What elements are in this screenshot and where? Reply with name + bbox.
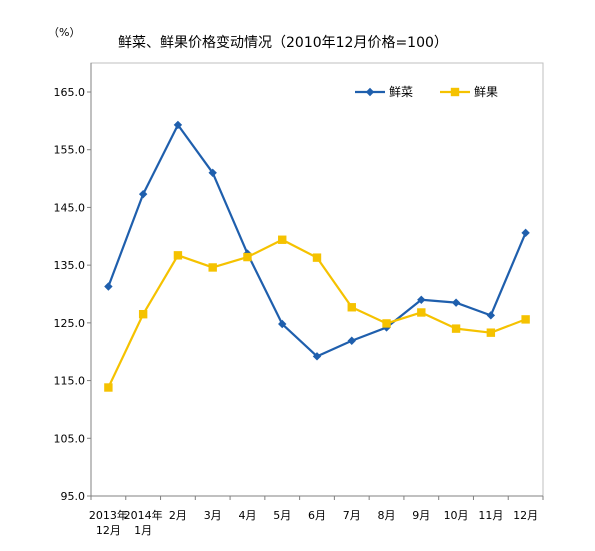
y-tick-label: 135.0 [54,259,86,272]
series-1 [104,120,530,361]
series-layer [104,120,530,392]
data-point [417,295,426,304]
x-tick-label: 9月 [412,509,430,522]
legend-item: 鲜菜 [355,85,413,99]
data-point [486,328,496,337]
y-tick-label: 165.0 [54,86,86,99]
data-point [208,168,217,177]
legend-label: 鲜菜 [389,85,413,99]
data-point [138,189,148,199]
y-tick-label: 115.0 [54,375,86,388]
data-point [451,324,461,333]
x-tick-label: 5月 [273,509,291,522]
legend-marker [365,87,375,97]
x-tick-label: 2014年 1月 [124,508,163,537]
x-tick-label: 2013年 12月 [89,508,128,537]
x-tick-label: 11月 [478,509,503,522]
y-tick-label: 95.0 [61,490,86,503]
series-line [107,238,527,388]
y-tick-label: 125.0 [54,317,86,330]
data-point [173,120,183,130]
legend-item: 鲜果 [440,85,498,99]
data-point [208,263,217,272]
data-point [312,352,322,361]
legend-label: 鲜果 [474,85,498,99]
x-tick-label: 2月 [169,509,187,522]
y-tick-label: 145.0 [54,201,86,214]
x-tick-label: 4月 [238,509,256,522]
x-tick-label: 6月 [308,509,326,522]
data-point [347,303,356,312]
data-point [486,311,496,320]
data-point [104,282,113,291]
data-point [278,235,287,244]
data-point [521,228,530,238]
data-point [347,336,356,345]
x-tick-label: 12月 [513,509,538,522]
unit-label: （%） [48,26,80,39]
y-tick-label: 105.0 [54,432,86,445]
x-tick-label: 7月 [343,509,361,522]
data-point [138,310,148,319]
x-tick-label: 8月 [378,509,396,522]
y-tick-label: 155.0 [54,144,86,157]
series-line [107,123,527,358]
series-2 [104,235,530,392]
x-tick-label: 3月 [204,509,222,522]
data-point [173,251,183,260]
data-point [104,383,113,392]
axes [90,62,544,497]
data-point [451,298,461,307]
data-point [521,315,530,324]
legend: 鲜菜 鲜果 [355,85,498,99]
data-point [312,253,322,262]
y-tick-labels: 165.0 155.0 145.0 135.0 125.0 115.0 105.0 95.0 [54,86,91,503]
data-point [278,319,287,329]
x-tick-label: 10月 [444,509,469,522]
legend-marker [450,87,460,97]
plot-border [90,62,544,497]
data-point [243,252,252,262]
data-point [382,319,391,328]
data-point [417,308,426,317]
chart-title: 鲜菜、鲜果价格变动情况（2010年12月价格=100） [118,35,448,51]
